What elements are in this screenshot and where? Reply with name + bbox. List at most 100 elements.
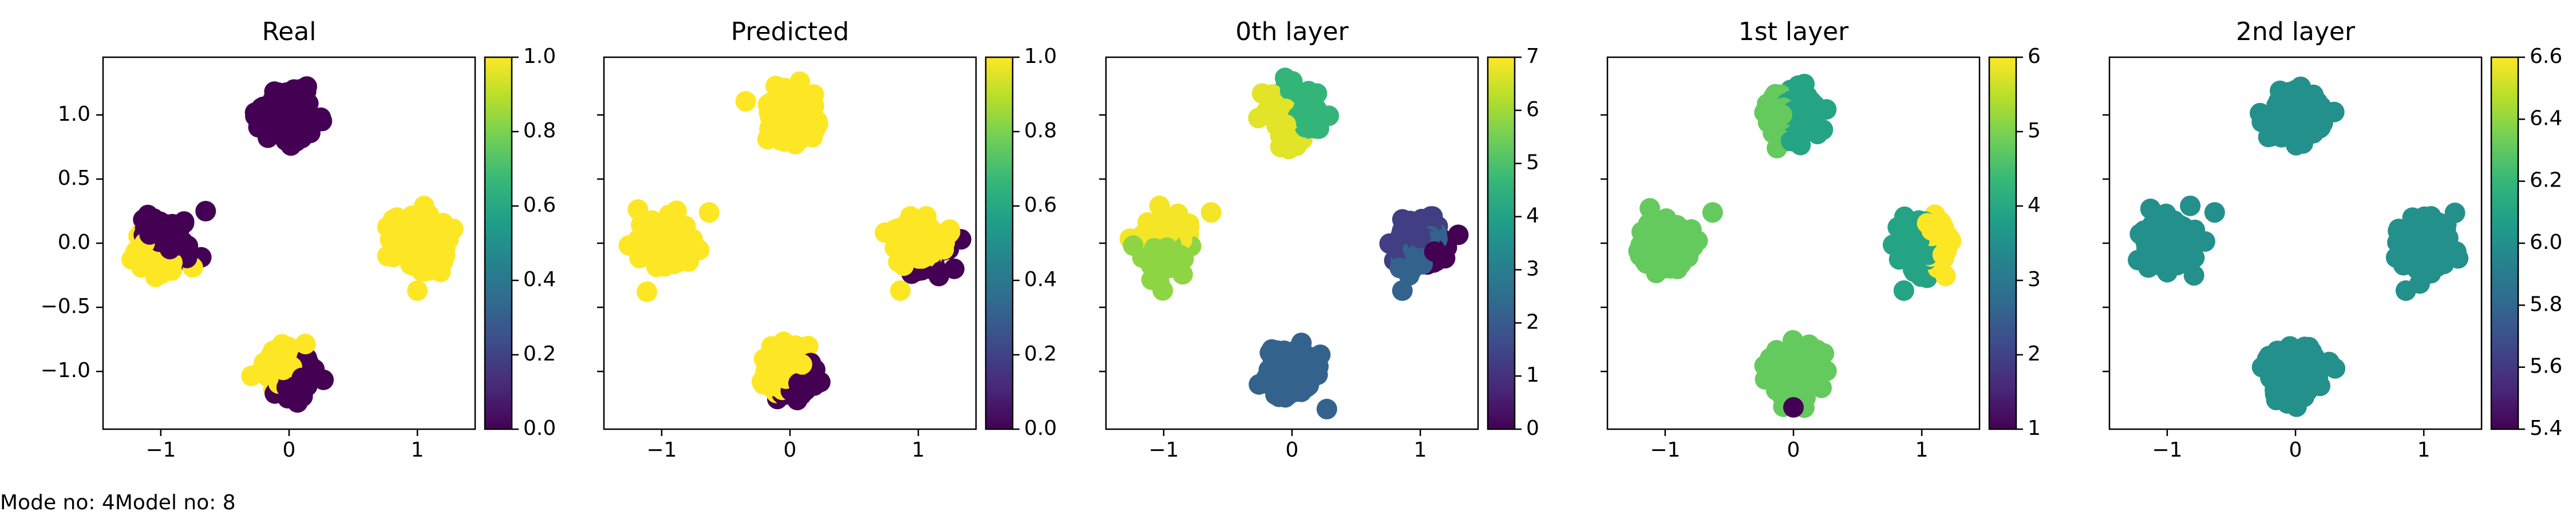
panel-title: Real — [262, 17, 317, 46]
panel-0th-layer: 0th layer −1 0 1 0 1 2 3 4 5 6 7 — [1099, 17, 1539, 462]
model-number-label: Model no: 8 — [114, 491, 236, 514]
scatter-point — [1424, 241, 1445, 262]
scatter-point — [2204, 202, 2225, 223]
colorbar-tick-label: 4 — [1526, 204, 1539, 228]
scatter-point — [802, 126, 823, 148]
x-tick-label: −1 — [1148, 438, 1179, 462]
colorbar-tick-label: 0.2 — [1024, 342, 1057, 366]
scatter-point — [1932, 244, 1953, 265]
scatter-point — [1776, 364, 1797, 385]
scatter-point — [1144, 238, 1165, 259]
scatter-point — [2395, 280, 2416, 301]
scatter-point — [735, 91, 756, 112]
colorbar — [985, 56, 1014, 430]
y-tick-label: −1.0 — [41, 359, 90, 382]
panel-2nd-layer: 2nd layer −1 0 1 5.4 5.6 5.8 6.0 6.2 6.4 6.6 — [2103, 17, 2562, 462]
scatter-point — [380, 229, 401, 250]
colorbar-tick-label: 6.6 — [2530, 45, 2562, 68]
x-tick-label: 0 — [2289, 438, 2302, 462]
colorbar — [1988, 56, 2017, 430]
colorbar — [484, 56, 513, 430]
scatter-point — [2293, 364, 2314, 385]
scatter-point — [2270, 112, 2291, 132]
colorbar-tick-label: 0.6 — [1024, 193, 1057, 217]
scatter-point — [915, 246, 936, 267]
scatter-point — [1200, 202, 1222, 223]
scatter-point — [2160, 243, 2181, 264]
scatter-point — [1923, 220, 1945, 241]
scatter-point — [1780, 130, 1801, 152]
scatter-point — [121, 249, 143, 270]
x-tick-label: −1 — [145, 438, 176, 462]
y-tick-label: 1.0 — [58, 102, 90, 126]
colorbar-tick-label: 5 — [1526, 151, 1539, 175]
colorbar-tick-label: 0.0 — [523, 417, 556, 440]
scatter-point — [139, 224, 160, 245]
colorbar-tick-label: 7 — [1526, 45, 1539, 68]
scatter-point — [1270, 136, 1291, 157]
colorbar-tick-label: 6.4 — [2530, 106, 2562, 130]
colorbar-tick-label: 1 — [2028, 417, 2041, 440]
x-tick-label: 0 — [1787, 438, 1800, 462]
scatter-point — [902, 212, 923, 233]
scatter-point — [2448, 248, 2469, 269]
scatter-point — [407, 280, 428, 301]
colorbar-tick-label: 0.6 — [523, 193, 556, 217]
x-tick-label: 1 — [912, 438, 925, 462]
scatter-point — [2301, 98, 2322, 120]
scatter-point — [272, 359, 294, 381]
scatter-point — [788, 373, 809, 394]
x-tick-label: 1 — [1414, 438, 1427, 462]
colorbar-tick-label: 6 — [1526, 98, 1539, 121]
scatter-point — [2421, 237, 2443, 258]
scatter-point — [276, 377, 297, 398]
scatter-point — [1379, 233, 1400, 254]
scatter-point — [1448, 224, 1469, 245]
x-tick-label: −1 — [1650, 438, 1680, 462]
scatter-point — [284, 105, 305, 126]
scatter-point — [665, 209, 686, 231]
scatter-point — [299, 122, 321, 144]
scatter-point — [1783, 330, 1803, 351]
scatter-point — [1277, 384, 1298, 405]
scatter-point — [1123, 235, 1144, 256]
panel-1st-layer: 1st layer −1 0 1 1 2 3 4 5 6 — [1601, 17, 2041, 462]
colorbar-tick-label: 0.8 — [1024, 119, 1057, 142]
y-tick-label: 0.5 — [58, 167, 90, 190]
scatter-point — [1274, 340, 1295, 361]
panel-title: 1st layer — [1739, 17, 1849, 46]
scatter-point — [1392, 280, 1413, 301]
colorbar — [2490, 56, 2519, 430]
colorbar-tick-label: 0.4 — [523, 268, 556, 291]
scatter-point — [2138, 240, 2159, 260]
panel-title: Predicted — [731, 17, 850, 46]
x-tick-label: 0 — [283, 438, 296, 462]
scatter-point — [167, 228, 188, 249]
scatter-point — [1409, 224, 1430, 245]
scatter-points — [121, 76, 464, 413]
scatter-point — [698, 202, 720, 223]
scatter-point — [768, 356, 789, 378]
colorbar-tick-label: 0.8 — [523, 119, 556, 142]
scatter-point — [2404, 240, 2425, 261]
footer-label: Mode no: 4Model no: 8 — [0, 491, 236, 514]
x-tick-label: 1 — [2417, 438, 2431, 462]
x-tick-label: −1 — [646, 438, 677, 462]
scatter-point — [195, 201, 216, 221]
scatter-point — [627, 199, 649, 220]
panel-predicted: Predicted −1 0 1 0.0 0.2 0.4 0.6 0.8 1.0 — [597, 17, 1057, 462]
scatter-points — [2128, 76, 2469, 417]
colorbar-tick-label: 6.0 — [2530, 231, 2562, 254]
colorbar-tick-label: 5.4 — [2530, 417, 2562, 440]
scatter-point — [2180, 195, 2201, 216]
colorbar-tick-label: 1.0 — [1024, 45, 1057, 68]
colorbar-tick-label: 5.6 — [2530, 355, 2562, 378]
scatter-point — [1168, 215, 1189, 236]
scatter-point — [643, 244, 665, 266]
scatter-point — [898, 231, 919, 252]
scatter-point — [267, 118, 289, 139]
mode-number-label: Mode no: 4 — [0, 491, 115, 514]
scatter-points — [1119, 68, 1469, 419]
scatter-point — [637, 281, 658, 302]
